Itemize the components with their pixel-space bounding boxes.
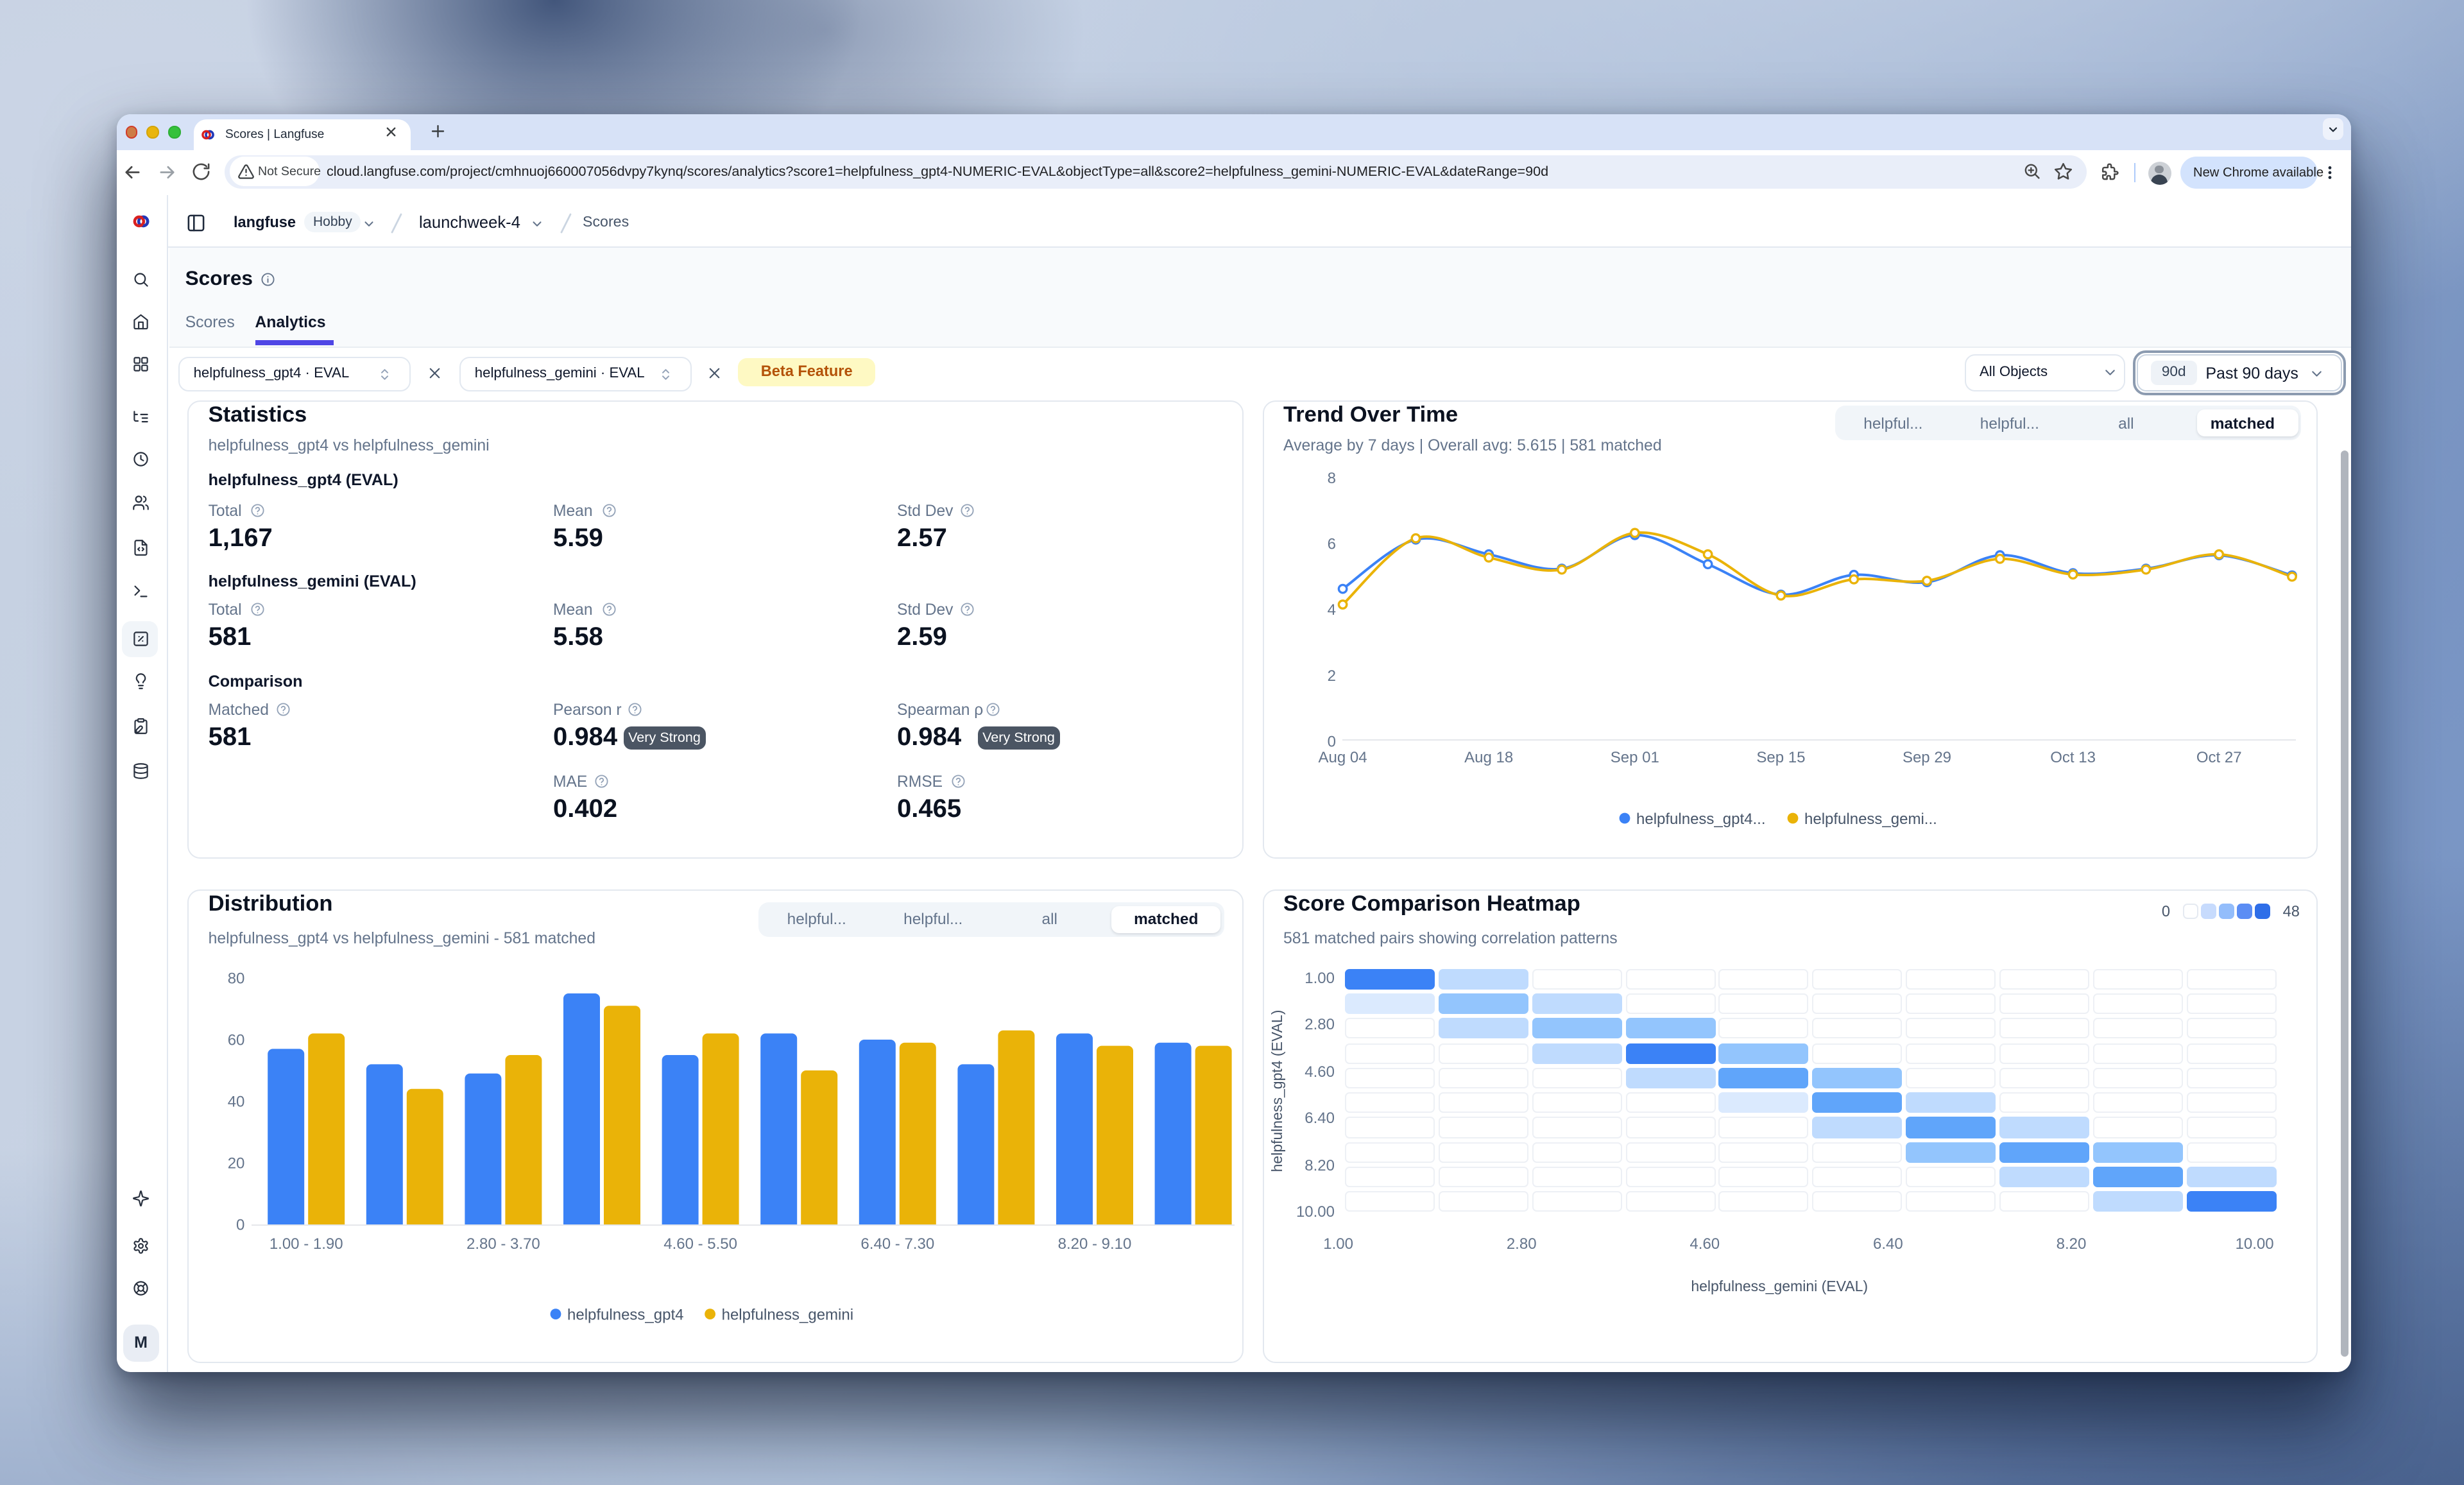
svg-text:0: 0: [236, 1217, 244, 1234]
svg-text:Aug 18: Aug 18: [1464, 749, 1513, 766]
svg-text:40: 40: [228, 1094, 245, 1111]
svg-text:1.00 - 1.90: 1.00 - 1.90: [270, 1235, 343, 1253]
svg-text:2.80 - 3.70: 2.80 - 3.70: [466, 1235, 540, 1253]
svg-text:60: 60: [228, 1032, 245, 1049]
svg-text:4: 4: [1328, 601, 1336, 619]
svg-text:8.20 - 9.10: 8.20 - 9.10: [1058, 1235, 1132, 1253]
svg-text:2: 2: [1328, 667, 1336, 685]
svg-text:6.40 - 7.30: 6.40 - 7.30: [860, 1235, 934, 1253]
svg-text:helpfulness_gpt4: helpfulness_gpt4: [567, 1307, 683, 1324]
svg-text:80: 80: [228, 970, 245, 988]
svg-text:Oct 27: Oct 27: [2196, 749, 2242, 766]
svg-text:Sep 01: Sep 01: [1611, 749, 1659, 766]
svg-text:helpfulness_gemini: helpfulness_gemini: [722, 1307, 853, 1324]
svg-text:0: 0: [1328, 733, 1336, 750]
svg-text:helpfulness_gemi...: helpfulness_gemi...: [1804, 811, 1937, 828]
svg-text:Aug 04: Aug 04: [1319, 749, 1367, 766]
svg-text:4.60 - 5.50: 4.60 - 5.50: [663, 1235, 737, 1253]
svg-text:20: 20: [228, 1155, 245, 1172]
svg-text:8: 8: [1328, 470, 1336, 487]
svg-text:Oct 13: Oct 13: [2050, 749, 2096, 766]
svg-text:Sep 15: Sep 15: [1756, 749, 1805, 766]
svg-text:helpfulness_gpt4...: helpfulness_gpt4...: [1636, 811, 1765, 828]
svg-text:Sep 29: Sep 29: [1903, 749, 1951, 766]
svg-text:6: 6: [1328, 536, 1336, 553]
